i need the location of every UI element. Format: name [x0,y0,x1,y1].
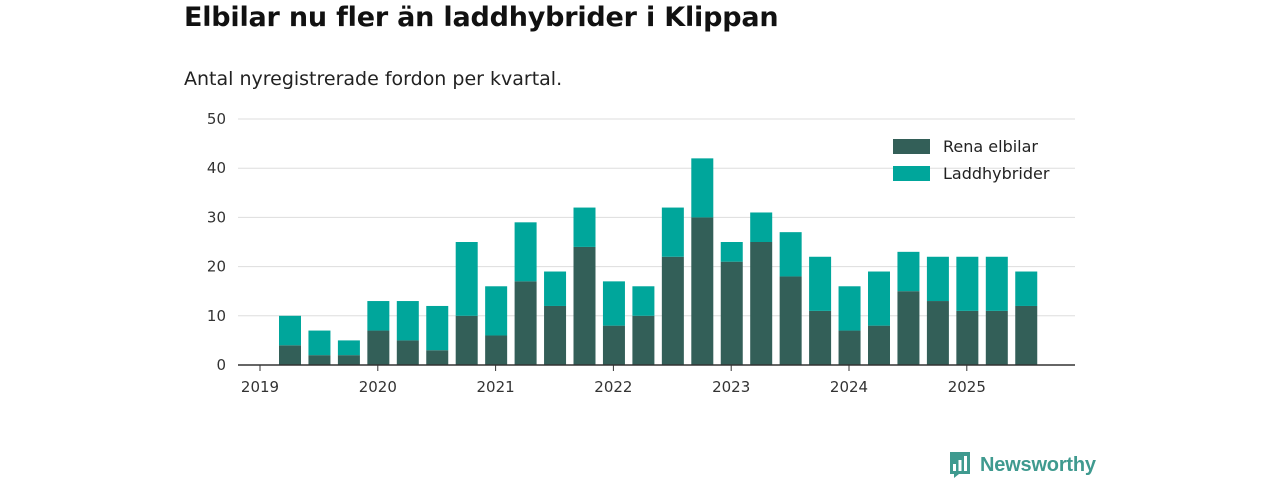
bar-laddhybrider [514,222,537,282]
bar-laddhybrider [602,281,625,326]
bar-rena-elbilar [809,310,832,365]
bar-rena-elbilar [750,242,773,365]
legend-swatch-rena-elbilar [893,139,930,154]
bar-laddhybrider [337,340,360,356]
bar-laddhybrider [1015,271,1038,306]
x-tick-label: 2024 [830,378,868,396]
x-tick-label: 2019 [241,378,279,396]
legend-label-laddhybrider: Laddhybrider [943,164,1050,183]
bar-rena-elbilar [544,305,567,365]
bar-rena-elbilar [838,330,861,365]
newsworthy-logo-icon [950,452,970,478]
y-tick-label: 10 [207,307,226,325]
bar-rena-elbilar [691,217,714,365]
x-tick-label: 2023 [712,378,750,396]
bar-laddhybrider [985,256,1008,311]
bar-rena-elbilar [485,335,508,365]
bar-laddhybrider [868,271,890,326]
newsworthy-logo-text: Newsworthy [980,453,1096,476]
y-tick-label: 50 [207,110,226,128]
bar-rena-elbilar [337,355,360,365]
bar-rena-elbilar [661,256,684,365]
x-tick-label: 2020 [359,378,397,396]
x-tick-label: 2022 [594,378,632,396]
bar-laddhybrider [426,305,449,351]
bar-laddhybrider [367,301,390,331]
bar-rena-elbilar [426,350,449,365]
bar-laddhybrider [455,242,478,316]
bar-rena-elbilar [308,355,331,365]
chart-subtitle: Antal nyregistrerade fordon per kvartal. [184,68,563,90]
legend-label-rena-elbilar: Rena elbilar [943,137,1038,156]
bar-rena-elbilar [868,325,890,365]
newsworthy-logo: Newsworthy [948,451,1096,479]
chart-title: Elbilar nu fler än laddhybrider i Klippa… [184,2,779,33]
bar-laddhybrider [956,256,979,311]
bar-laddhybrider [308,330,331,356]
x-tick-label: 2021 [477,378,515,396]
bar-laddhybrider [720,242,743,262]
bar-laddhybrider [809,256,832,311]
bar-rena-elbilar [602,325,625,365]
y-tick-label: 30 [207,208,226,226]
bar-rena-elbilar [514,281,537,365]
bar-laddhybrider [661,207,684,257]
bar-laddhybrider [485,286,508,336]
bar-laddhybrider [838,286,861,331]
bar-rena-elbilar [956,310,979,365]
bar-laddhybrider [279,315,301,346]
bar-laddhybrider [632,286,655,316]
bar-rena-elbilar [985,310,1008,365]
x-tick-label: 2025 [948,378,986,396]
bar-rena-elbilar [897,291,920,365]
bars [279,158,1038,365]
bar-laddhybrider [897,251,920,292]
legend: Rena elbilar Laddhybrider [893,137,1050,183]
bar-rena-elbilar [396,340,419,365]
bar-laddhybrider [544,271,567,306]
bar-rena-elbilar [455,315,478,365]
bar-laddhybrider [573,207,596,247]
y-tick-label: 40 [207,159,226,177]
axes: 0 10 20 30 40 50 2019 2020 2021 2022 2023 2024 2025 [207,110,1075,396]
bar-laddhybrider [691,158,714,218]
bar-rena-elbilar [1015,305,1038,365]
bar-rena-elbilar [367,330,390,365]
bar-laddhybrider [750,212,773,242]
bar-rena-elbilar [779,276,802,365]
bar-rena-elbilar [279,345,301,365]
y-tick-label: 20 [207,258,226,276]
bar-rena-elbilar [720,261,743,365]
bar-rena-elbilar [926,301,949,365]
legend-swatch-laddhybrider [893,166,930,181]
bar-laddhybrider [926,256,949,302]
y-tick-label: 0 [216,356,226,374]
bar-rena-elbilar [632,315,655,365]
bar-rena-elbilar [573,246,596,365]
bar-laddhybrider [779,232,802,277]
bar-laddhybrider [396,301,419,341]
